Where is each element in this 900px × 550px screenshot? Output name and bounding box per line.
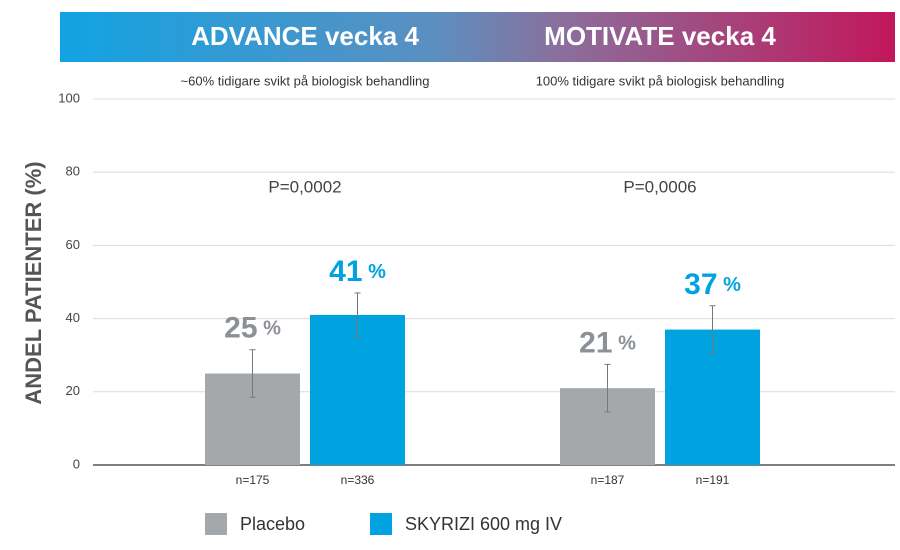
value-label-part: 25 bbox=[224, 312, 257, 345]
y-tick-label: 80 bbox=[66, 164, 80, 179]
error-bar bbox=[249, 349, 256, 398]
group-title: MOTIVATE vecka 4 bbox=[544, 21, 776, 51]
value-label-part: % bbox=[258, 318, 282, 340]
n-label: n=191 bbox=[696, 473, 730, 487]
p-value: P=0,0006 bbox=[623, 177, 696, 196]
group-subtitle: 100% tidigare svikt på biologisk behandl… bbox=[536, 73, 785, 88]
header-banner bbox=[60, 12, 895, 62]
value-label: 21 % bbox=[579, 326, 636, 359]
group-subtitle: ~60% tidigare svikt på biologisk behandl… bbox=[181, 73, 430, 88]
bar bbox=[310, 314, 405, 465]
value-label-part: 37 bbox=[684, 268, 717, 301]
y-axis-label: ANDEL PATIENTER (%) bbox=[21, 161, 46, 404]
legend-swatch bbox=[205, 513, 227, 535]
value-label: 25 % bbox=[224, 312, 281, 345]
error-bar bbox=[709, 305, 716, 354]
value-label-part: % bbox=[613, 333, 637, 355]
value-label-part: % bbox=[363, 261, 387, 283]
legend-swatch bbox=[370, 513, 392, 535]
value-label-part: 41 bbox=[329, 255, 362, 288]
n-label: n=187 bbox=[591, 473, 625, 487]
value-label-part: % bbox=[718, 274, 742, 296]
y-tick-label: 100 bbox=[58, 90, 80, 105]
error-bar bbox=[604, 363, 611, 413]
error-bar bbox=[354, 292, 361, 338]
value-label: 41 % bbox=[329, 255, 386, 288]
y-tick-label: 40 bbox=[66, 310, 80, 325]
legend-label: Placebo bbox=[240, 514, 305, 534]
legend-label: SKYRIZI 600 mg IV bbox=[405, 514, 562, 534]
n-label: n=175 bbox=[236, 473, 270, 487]
value-label: 37 % bbox=[684, 268, 741, 301]
n-label: n=336 bbox=[341, 473, 375, 487]
group-title: ADVANCE vecka 4 bbox=[191, 21, 419, 51]
p-value: P=0,0002 bbox=[268, 177, 341, 196]
value-label-part: 21 bbox=[579, 326, 612, 359]
y-tick-label: 20 bbox=[66, 383, 80, 398]
y-tick-label: 0 bbox=[73, 456, 80, 471]
y-tick-label: 60 bbox=[66, 237, 80, 252]
